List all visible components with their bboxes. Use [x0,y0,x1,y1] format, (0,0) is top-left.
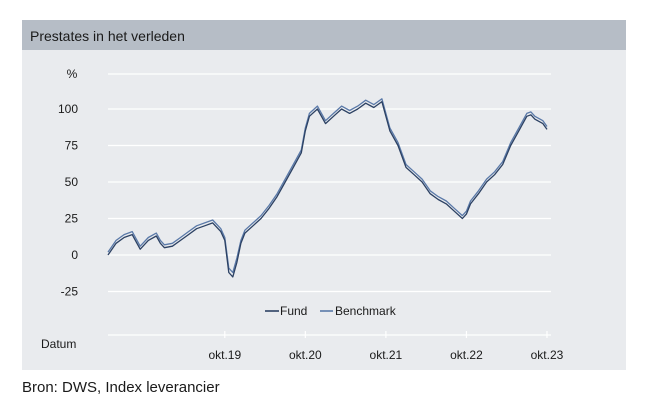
series-line-fund [107,101,548,278]
chart-title: Prestates in het verleden [30,28,185,44]
chart-header: Prestates in het verleden [22,20,626,50]
y-tick-label: 25 [65,212,79,226]
x-tick-label: okt.19 [208,348,241,362]
series [107,98,548,278]
chart-panel: Prestates in het verleden 100 75 50 25 0 -25 o… [22,20,626,370]
grid [108,73,551,338]
x-tick-label: okt.20 [289,348,322,362]
series-line-benchmark [107,98,548,274]
y-axis-unit-label: % [67,67,78,81]
axis-ticks: 100 75 50 25 0 -25 okt.19 okt.20 okt.21 okt.22 okt… [58,102,564,362]
x-tick-label: okt.21 [370,348,403,362]
source-note: Bron: DWS, Index leverancier [22,379,220,396]
y-tick-label: 75 [65,139,79,153]
y-tick-label: 0 [71,248,78,262]
legend: Fund Benchmark [265,304,397,318]
x-axis-label: Datum [41,337,76,351]
y-tick-label: 100 [58,102,78,116]
x-tick-label: okt.23 [531,348,564,362]
legend-label-fund: Fund [280,304,307,318]
y-tick-label: -25 [61,285,79,299]
legend-label-benchmark: Benchmark [335,304,397,318]
chart: 100 75 50 25 0 -25 okt.19 okt.20 okt.21 okt.22 okt… [41,67,564,362]
y-tick-label: 50 [65,175,79,189]
x-tick-label: okt.22 [450,348,483,362]
